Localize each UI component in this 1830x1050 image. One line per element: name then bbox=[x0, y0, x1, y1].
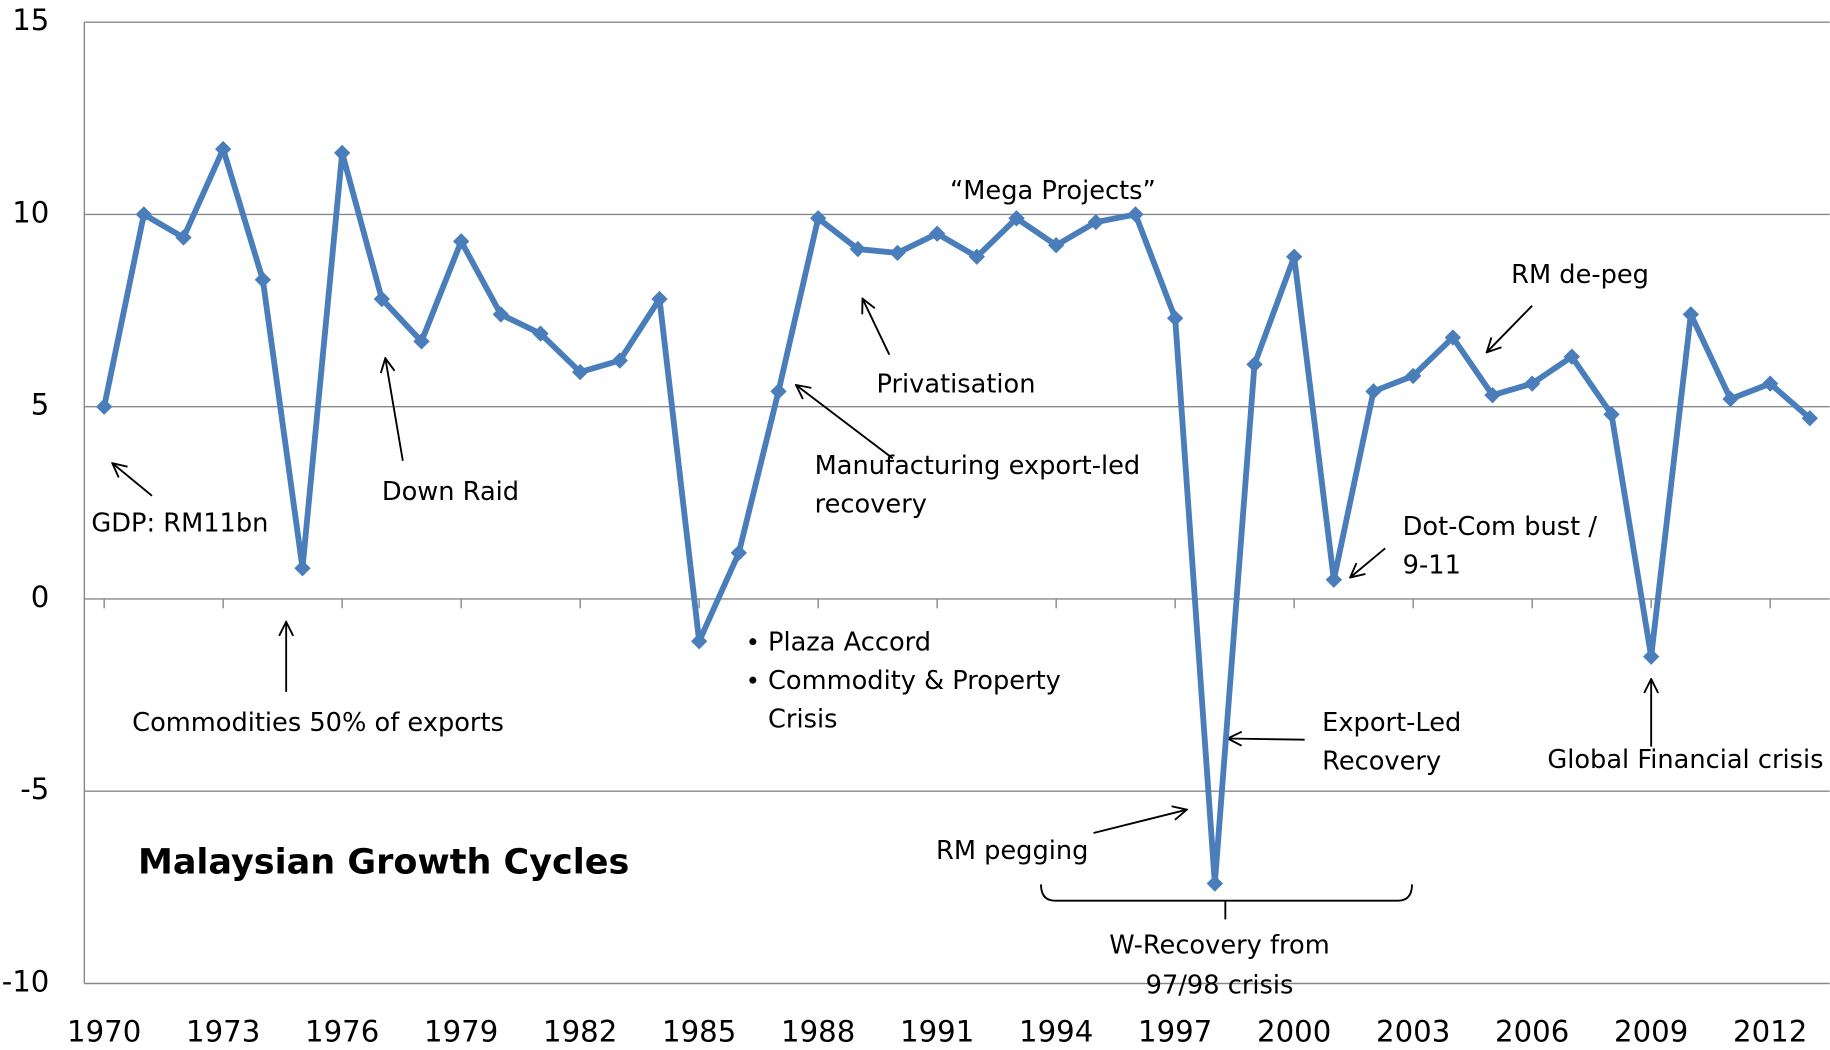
data-point bbox=[810, 210, 827, 227]
x-tick-label: 1997 bbox=[1138, 1015, 1212, 1049]
data-point bbox=[1444, 329, 1461, 346]
data-point bbox=[929, 225, 946, 242]
data-point bbox=[1643, 648, 1660, 665]
data-point bbox=[254, 271, 271, 288]
x-tick-label: 1970 bbox=[67, 1015, 141, 1049]
x-tick-label: 1994 bbox=[1019, 1015, 1093, 1049]
annotation: RM de-peg bbox=[1511, 260, 1649, 290]
data-point bbox=[453, 233, 470, 250]
data-point bbox=[1365, 383, 1382, 400]
annotation: Commodity & Property bbox=[768, 666, 1061, 696]
data-point bbox=[294, 560, 311, 577]
annotations: GDP: RM11bn Commodities 50% of exports D… bbox=[91, 176, 1823, 1001]
data-point bbox=[96, 398, 113, 415]
arrow bbox=[1093, 810, 1187, 834]
x-tick-label: 2006 bbox=[1495, 1015, 1569, 1049]
data-point bbox=[413, 333, 430, 350]
data-point bbox=[1405, 367, 1422, 385]
y-tick-label: 10 bbox=[12, 195, 49, 229]
data-point bbox=[1167, 310, 1184, 327]
data-point bbox=[1563, 348, 1580, 365]
data-point bbox=[1682, 306, 1699, 323]
annotation: “Mega Projects” bbox=[950, 176, 1156, 206]
annotation: Commodities 50% of exports bbox=[132, 708, 504, 738]
data-point bbox=[611, 352, 628, 369]
x-tick-label: 1985 bbox=[662, 1015, 736, 1049]
brace bbox=[1040, 884, 1413, 920]
y-tick-label: -5 bbox=[20, 772, 49, 806]
annotation: Dot-Com bust / bbox=[1403, 512, 1598, 542]
annotation: Privatisation bbox=[877, 370, 1036, 400]
annotation: Crisis bbox=[768, 704, 837, 734]
data-point bbox=[691, 633, 708, 650]
data-point bbox=[334, 144, 351, 162]
annotation: Export-Led bbox=[1322, 708, 1461, 738]
annotation: Down Raid bbox=[382, 477, 519, 507]
x-tick-label: 2012 bbox=[1733, 1015, 1807, 1049]
data-point bbox=[770, 383, 787, 400]
annotation: RM pegging bbox=[936, 836, 1088, 866]
data-point bbox=[1127, 206, 1144, 223]
arrow bbox=[1228, 739, 1305, 740]
arrow bbox=[796, 385, 894, 460]
data-point bbox=[1286, 248, 1303, 265]
x-tick-label: 1988 bbox=[781, 1015, 855, 1049]
data-line bbox=[101, 146, 1812, 887]
bullet bbox=[749, 676, 757, 684]
annotation: recovery bbox=[815, 490, 927, 520]
x-tick-label: 1979 bbox=[424, 1015, 498, 1049]
data-point bbox=[968, 248, 985, 265]
arrow bbox=[1350, 547, 1386, 577]
y-tick-label: -10 bbox=[2, 964, 50, 998]
arrow bbox=[385, 358, 404, 461]
x-tick-label: 1991 bbox=[900, 1015, 974, 1049]
grid bbox=[84, 21, 1830, 985]
data-point bbox=[492, 306, 509, 323]
data-point bbox=[1524, 375, 1541, 392]
x-tick-label: 1982 bbox=[543, 1015, 617, 1049]
data-point bbox=[373, 290, 390, 308]
y-tick-label: 5 bbox=[31, 388, 50, 422]
data-point bbox=[1603, 406, 1620, 423]
data-point bbox=[1206, 875, 1223, 892]
data-point bbox=[1325, 571, 1342, 588]
bullet bbox=[749, 638, 757, 646]
annotation: 9-11 bbox=[1403, 550, 1461, 580]
chart-title: Malaysian Growth Cycles bbox=[138, 842, 629, 882]
y-tick-label: 0 bbox=[31, 580, 50, 614]
annotation: 97/98 crisis bbox=[1146, 970, 1294, 1000]
data-point bbox=[1246, 356, 1263, 373]
arrow bbox=[1487, 305, 1533, 353]
x-tick-label: 2000 bbox=[1257, 1015, 1331, 1049]
x-tick-label: 2003 bbox=[1376, 1015, 1450, 1049]
data-point bbox=[215, 140, 232, 158]
data-point bbox=[1722, 390, 1739, 408]
x-tick-label: 1976 bbox=[305, 1015, 379, 1049]
annotation: Recovery bbox=[1322, 746, 1441, 776]
x-tick-label: 2009 bbox=[1614, 1015, 1688, 1049]
data-point bbox=[730, 544, 747, 561]
y-tick-label: 15 bbox=[12, 3, 49, 37]
annotation: Global Financial crisis bbox=[1547, 745, 1823, 775]
data-point bbox=[1048, 237, 1065, 254]
arrow bbox=[112, 463, 153, 497]
annotation: Plaza Accord bbox=[768, 627, 931, 657]
annotation: W-Recovery from bbox=[1109, 931, 1329, 961]
annotation: Manufacturing export-led bbox=[815, 451, 1141, 481]
x-tick-label: 1973 bbox=[186, 1015, 260, 1049]
data-point bbox=[1762, 375, 1779, 392]
data-point bbox=[1087, 213, 1104, 231]
data-point bbox=[1801, 410, 1818, 427]
data-point bbox=[1484, 386, 1501, 404]
annotation: GDP: RM11bn bbox=[91, 508, 268, 538]
data-point bbox=[849, 240, 866, 258]
arrow bbox=[863, 299, 891, 356]
